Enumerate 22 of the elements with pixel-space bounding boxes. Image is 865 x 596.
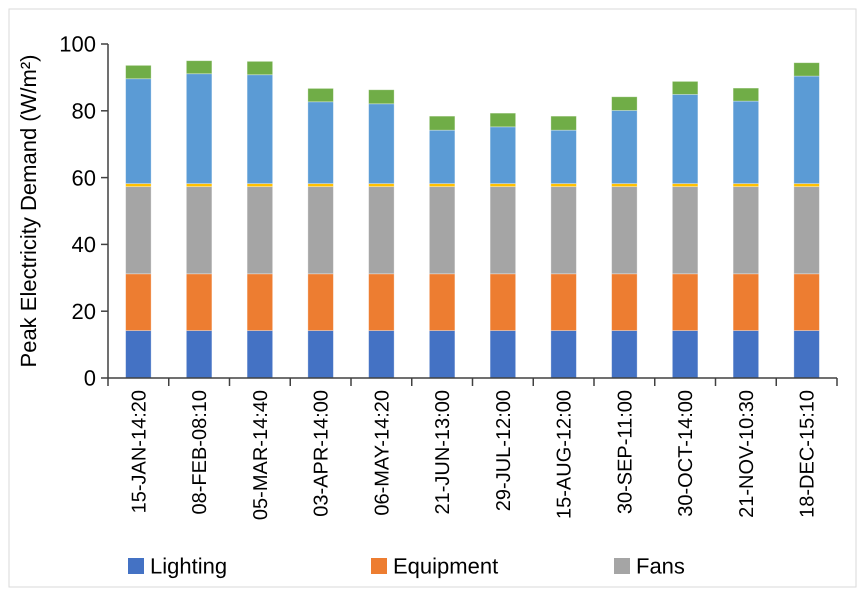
x-tick-label: 06-MAY-14:20 <box>371 390 394 516</box>
legend-label: Fans <box>636 554 685 579</box>
x-tick-label: 15-JAN-14:20 <box>128 390 150 514</box>
y-tick-label: 40 <box>72 232 96 258</box>
x-tick-label: 21-JUN-13:00 <box>432 390 454 515</box>
x-tick-label: 18-DEC-15:10 <box>796 390 819 518</box>
x-tick-label: 21-NOV-10:30 <box>736 390 758 518</box>
y-axis-title: Peak Electricity Demand (W/m²) <box>16 54 41 368</box>
legend-label: Lighting <box>150 554 228 579</box>
x-tick-label: 29-JUL-12:00 <box>492 390 515 512</box>
x-tick-label: 05-MAR-14:40 <box>250 390 272 520</box>
x-tick-label: 30-SEP-11:00 <box>614 390 636 514</box>
y-tick-label: 80 <box>72 98 96 124</box>
y-tick-label: 20 <box>72 298 96 324</box>
x-tick-label: 30-OCT-14:00 <box>675 390 698 517</box>
y-tick-label: 60 <box>72 165 96 190</box>
x-tick-label: 03-APR-14:00 <box>310 390 333 517</box>
y-tick-label: 0 <box>84 366 96 391</box>
x-tick-label: 08-FEB-08:10 <box>189 390 212 515</box>
x-tick-label: 15-AUG-12:00 <box>554 390 576 519</box>
legend-label: Equipment <box>393 554 498 579</box>
y-tick-label: 100 <box>59 32 96 57</box>
